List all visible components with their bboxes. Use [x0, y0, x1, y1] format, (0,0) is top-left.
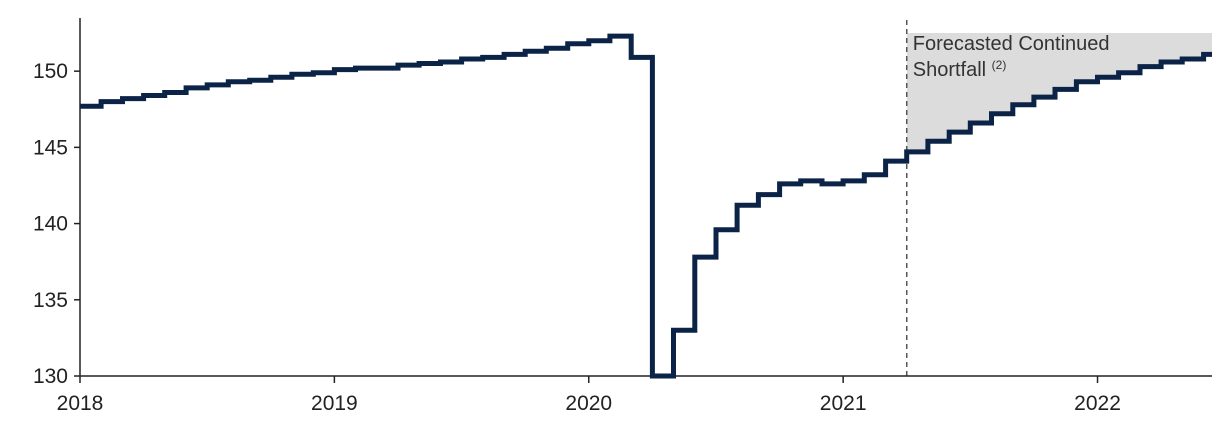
x-tick-label: 2018	[57, 392, 104, 415]
x-tick-label: 2022	[1074, 392, 1121, 415]
data-point	[1206, 52, 1210, 56]
data-point	[385, 66, 389, 70]
data-point	[491, 55, 495, 59]
y-tick-label: 135	[33, 289, 68, 312]
forecast-annotation-line2: Shortfall (2)	[913, 58, 1007, 81]
data-point	[703, 255, 707, 259]
data-point	[258, 78, 262, 82]
data-point	[89, 104, 93, 108]
data-point	[915, 150, 919, 154]
data-point	[1191, 57, 1195, 61]
data-point	[534, 49, 538, 53]
data-point	[279, 75, 283, 79]
data-point	[873, 173, 877, 177]
data-point	[1149, 65, 1153, 69]
data-point	[216, 83, 220, 87]
data-point	[555, 46, 559, 50]
data-point	[894, 159, 898, 163]
data-point	[937, 139, 941, 143]
data-point	[640, 55, 644, 59]
y-tick-label: 145	[33, 136, 68, 159]
data-point	[152, 94, 156, 98]
forecast-annotation-superscript: (2)	[992, 58, 1007, 72]
forecast-annotation-line1: Forecasted Continued	[913, 33, 1110, 55]
x-tick-label: 2021	[820, 392, 867, 415]
data-point	[746, 203, 750, 207]
y-tick-label: 140	[33, 213, 68, 236]
data-point	[1085, 80, 1089, 84]
data-point	[1170, 60, 1174, 64]
y-axis: 130 135 140 145 150	[33, 18, 81, 388]
data-point	[1043, 95, 1047, 99]
data-point	[1106, 75, 1110, 79]
data-point	[958, 130, 962, 134]
data-point	[1127, 71, 1131, 75]
data-point	[725, 228, 729, 232]
data-point	[661, 374, 665, 378]
data-point	[576, 42, 580, 46]
data-point	[428, 62, 432, 66]
data-point	[979, 121, 983, 125]
data-point	[597, 39, 601, 43]
data-point	[470, 57, 474, 61]
x-tick-label: 2019	[311, 392, 358, 415]
data-point	[767, 193, 771, 197]
data-point	[195, 86, 199, 90]
data-point	[1000, 112, 1004, 116]
data-point	[831, 182, 835, 186]
data-point	[110, 100, 114, 104]
data-point	[682, 328, 686, 332]
data-point	[407, 63, 411, 67]
data-point	[449, 60, 453, 64]
x-tick-label: 2020	[565, 392, 612, 415]
data-point	[788, 182, 792, 186]
x-axis: 2018 2019 2020 2021 2022	[57, 375, 1212, 415]
employment-series-line	[80, 33, 1212, 379]
data-point	[237, 80, 241, 84]
data-point	[619, 34, 623, 38]
y-tick-label: 130	[33, 365, 68, 388]
data-point	[1064, 87, 1068, 91]
forecast-annotation-text: Shortfall	[913, 59, 986, 81]
data-point	[852, 179, 856, 183]
data-point	[131, 97, 135, 101]
data-point	[322, 71, 326, 75]
data-point	[364, 66, 368, 70]
data-point	[513, 52, 517, 56]
data-point	[1021, 103, 1025, 107]
data-point	[343, 68, 347, 72]
data-point	[301, 72, 305, 76]
data-point	[173, 91, 177, 95]
data-point	[809, 179, 813, 183]
y-tick-label: 150	[33, 60, 68, 83]
